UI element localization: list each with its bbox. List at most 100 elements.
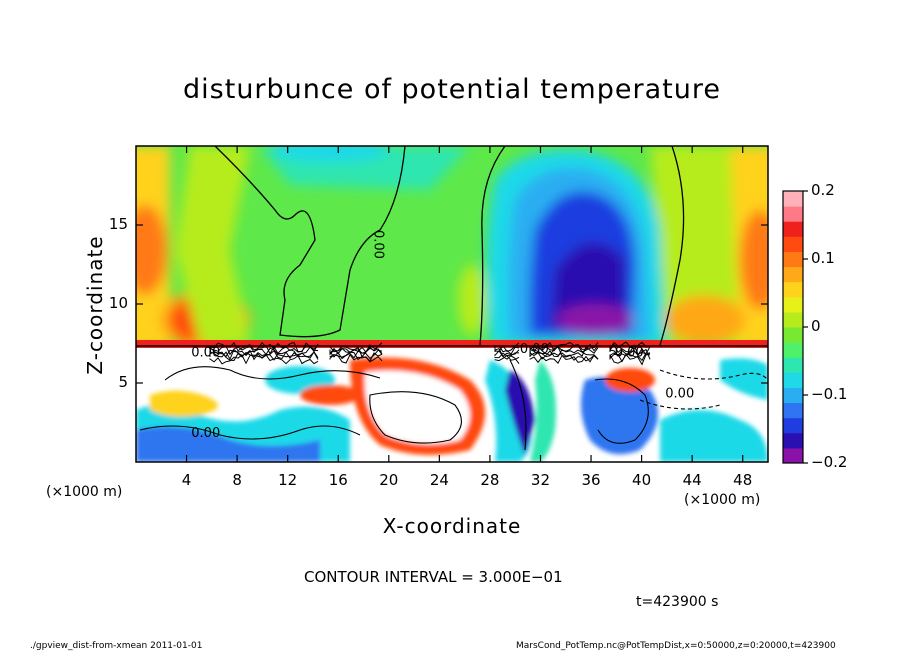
x-tick-label: 16 xyxy=(328,471,348,489)
colorbar-segment xyxy=(783,387,803,404)
colorbar-segment xyxy=(783,357,803,373)
contour-lower-right-dashed xyxy=(659,369,768,381)
contour-noise-line xyxy=(529,354,599,364)
colorbar-segment xyxy=(783,417,803,434)
chart-title: disturbunce of potential temperature xyxy=(183,74,721,105)
colorbar-tick-label: −0.1 xyxy=(811,385,848,403)
y-tick-label: 5 xyxy=(118,373,128,391)
contour-noise-line xyxy=(494,352,520,361)
x-tick-label: 44 xyxy=(682,471,702,489)
colorbar xyxy=(782,190,808,464)
field-lower-cyan-right xyxy=(660,410,768,462)
colorbar-segment xyxy=(783,266,803,283)
contour-noise-line xyxy=(209,354,319,365)
contour-noise-line xyxy=(494,350,520,360)
x-axis-unit-left: (×1000 m) xyxy=(46,484,123,500)
contour-zero-left xyxy=(214,146,406,338)
x-tick-label: 4 xyxy=(181,471,192,489)
field-lower-features xyxy=(136,357,768,462)
field-lower-red-mid xyxy=(300,385,360,405)
contour-label: 0.00 xyxy=(371,230,386,259)
colorbar-tick-label: 0.2 xyxy=(811,181,835,199)
x-tick-label: 28 xyxy=(480,471,500,489)
field-lower-cyan-edge xyxy=(720,358,768,400)
field-warm-left-orange xyxy=(136,205,167,295)
time-label: t=423900 s xyxy=(636,594,719,610)
field-lower-teal-plume xyxy=(530,360,556,462)
contour-noise-line xyxy=(494,354,520,365)
contour-noise-line xyxy=(609,348,651,360)
field-lower-blue-right xyxy=(581,376,658,455)
contour-label: 0.00 xyxy=(191,426,220,441)
x-tick-label: 48 xyxy=(733,471,753,489)
x-axis-label: X-coordinate xyxy=(382,514,522,538)
x-tick-label: 8 xyxy=(232,471,242,489)
contour-noise-line xyxy=(494,345,520,355)
contour-zero-plume-left xyxy=(479,146,506,346)
x-tick-label: 20 xyxy=(379,471,399,489)
contour-noise-line xyxy=(329,346,383,358)
contour-label: 0.00 xyxy=(615,345,644,360)
contour-lower-2 xyxy=(139,425,361,440)
colorbar-segment xyxy=(783,402,803,419)
y-axis-ticks xyxy=(136,224,768,384)
y-tick-label: 15 xyxy=(108,215,128,233)
contour-interval-label: CONTOUR INTERVAL = 3.000E−01 xyxy=(304,568,563,586)
colorbar-segment xyxy=(783,327,803,343)
y-tick-label: 10 xyxy=(108,294,128,312)
contour-labels: 0.00 0.00 0.00 0.00 0.00 0.00 xyxy=(191,230,694,441)
contour-noise-line xyxy=(609,341,651,352)
colorbar-segment xyxy=(783,296,803,313)
contour-label: 0.00 xyxy=(665,386,694,401)
field-top-cyan xyxy=(270,146,390,162)
colorbar-segment xyxy=(783,251,803,268)
heatmap-field xyxy=(136,146,768,462)
field-warm-right-orange xyxy=(740,210,768,310)
colorbar-tick-label: 0 xyxy=(811,317,821,335)
field-lower-blue-left xyxy=(136,426,320,462)
colorbar-segment xyxy=(783,372,803,388)
field-lower-red-right xyxy=(605,368,655,392)
contour-label: 0.00 xyxy=(520,342,549,357)
contour-lower-1 xyxy=(164,366,381,381)
contour-lines xyxy=(136,146,768,451)
contour-noise-line xyxy=(529,341,599,353)
colorbar-segment xyxy=(783,221,803,237)
colorbar-segment xyxy=(783,236,803,252)
contour-lower-blob xyxy=(369,391,462,444)
x-tick-label: 40 xyxy=(632,471,652,489)
contour-noise-line xyxy=(209,344,319,356)
field-lower-white-blob xyxy=(364,370,470,444)
contour-noise-line xyxy=(609,343,651,355)
contour-inversion-noise xyxy=(209,341,651,366)
field-mid-yellowgreen xyxy=(458,265,486,335)
x-axis-unit-right: (×1000 m) xyxy=(684,492,761,508)
contour-noise-line xyxy=(329,353,383,364)
contour-lower-right-1 xyxy=(594,378,649,444)
contour-zero-plume-right xyxy=(659,146,685,346)
x-axis-ticks xyxy=(185,146,744,462)
contour-noise-line xyxy=(494,342,520,353)
footer-source: MarsCond_PotTemp.nc@PotTempDist,x=0:5000… xyxy=(516,641,836,651)
colorbar-segment xyxy=(783,342,803,358)
x-tick-label: 24 xyxy=(429,471,449,489)
field-lower-blue-plume xyxy=(505,370,535,455)
contour-lower-plume-1 xyxy=(509,359,527,451)
x-tick-label: 32 xyxy=(530,471,551,489)
x-tick-label: 36 xyxy=(581,471,601,489)
colorbar-segment xyxy=(783,311,803,328)
contour-noise-line xyxy=(209,351,319,361)
field-warm-right-lower xyxy=(665,295,745,345)
colorbar-tick-label: −0.2 xyxy=(811,453,848,471)
field-lower-yellow-left xyxy=(150,390,218,417)
contour-label: 0.00 xyxy=(191,345,220,360)
x-tick-label: 12 xyxy=(278,471,298,489)
contour-noise-line xyxy=(609,352,651,363)
field-yellowgreen-left xyxy=(175,146,250,345)
colorbar-segment xyxy=(783,191,803,207)
colorbar-segment xyxy=(783,447,803,464)
contour-noise-line xyxy=(529,351,599,362)
field-inversion-band xyxy=(136,340,768,348)
colorbar-segment xyxy=(783,206,803,222)
